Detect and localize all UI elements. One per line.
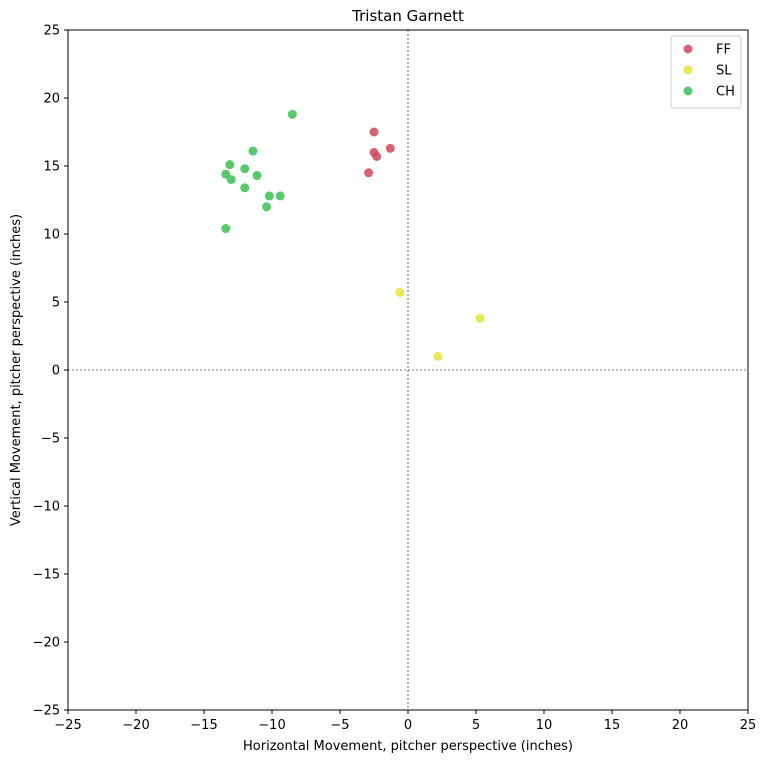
x-tick-label: −20 [122,718,149,733]
legend: FF SL CH [670,35,742,109]
point-ch [275,191,285,201]
y-tick-label: 20 [43,92,60,107]
chart-title: Tristan Garnett [351,7,464,25]
point-ch [240,164,250,174]
point-ch [252,171,262,181]
x-tick-label: −15 [190,718,217,733]
y-tick-label: −25 [33,704,60,719]
y-tick-label: −20 [33,636,60,651]
legend-label-sl: SL [716,64,732,79]
y-axis-title: Vertical Movement, pitcher perspective (… [9,214,24,526]
x-tick-label: −10 [258,718,285,733]
point-ch [240,183,250,193]
point-ff [369,127,379,137]
legend-marker-sl [683,65,693,75]
y-tick-label: 5 [52,296,60,311]
y-axis-ticks: −25 −20 −15 −10 −5 0 5 10 15 20 25 [33,24,68,719]
reference-lines [68,30,748,710]
y-tick-label: 10 [43,228,60,243]
point-ch [264,191,274,201]
x-tick-label: −25 [54,718,81,733]
y-tick-label: 25 [43,24,60,39]
x-tick-label: 0 [404,718,412,733]
x-tick-label: 20 [672,718,689,733]
x-axis-ticks: −25 −20 −15 −10 −5 0 5 10 15 20 25 [54,710,756,733]
point-ch [225,160,235,170]
point-ch [287,109,297,119]
point-sl [433,351,443,361]
legend-marker-ch [683,86,693,96]
y-tick-label: −10 [33,500,60,515]
point-ff [364,168,374,178]
point-ff [372,151,382,161]
point-ch [226,175,236,185]
y-tick-label: 0 [52,364,60,379]
legend-label-ff: FF [716,43,731,58]
x-axis-title: Horizontal Movement, pitcher perspective… [243,739,573,754]
point-sl [475,313,485,323]
y-tick-label: 15 [43,160,60,175]
point-ch [221,169,231,179]
y-tick-label: −15 [33,568,60,583]
x-tick-label: 25 [740,718,757,733]
y-tick-label: −5 [41,432,60,447]
legend-label-ch: CH [716,85,735,100]
x-tick-label: −5 [330,718,349,733]
point-ff [385,143,395,153]
x-tick-label: 10 [536,718,553,733]
data-points [221,109,485,361]
x-tick-label: 15 [604,718,621,733]
x-tick-label: 5 [472,718,480,733]
point-ch [248,146,258,156]
point-sl [395,287,405,297]
legend-marker-ff [683,44,693,54]
point-ch [221,224,231,234]
point-ch [262,202,272,212]
